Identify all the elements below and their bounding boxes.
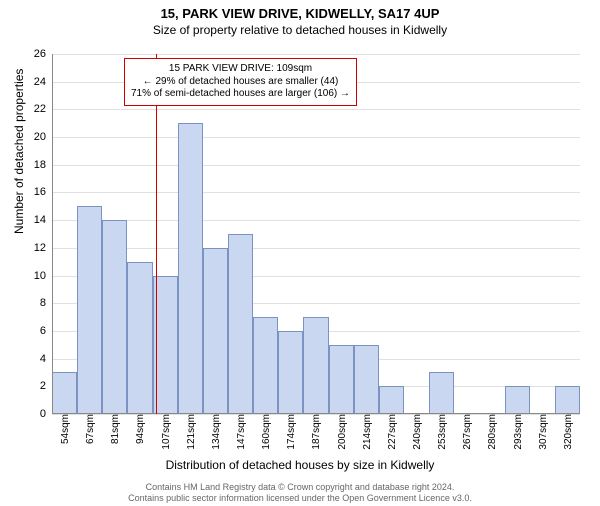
annotation-line-3: 71% of semi-detached houses are larger (…: [131, 88, 350, 101]
gridline: [52, 54, 580, 55]
annotation-box: 15 PARK VIEW DRIVE: 109sqm← 29% of detac…: [124, 58, 357, 106]
copyright-footer: Contains HM Land Registry data © Crown c…: [0, 482, 600, 504]
histogram-bar: [77, 206, 102, 414]
chart-subtitle: Size of property relative to detached ho…: [0, 23, 600, 37]
x-tick-label: 94sqm: [133, 414, 146, 444]
histogram-bar: [203, 248, 228, 414]
histogram-bar: [379, 386, 404, 414]
x-tick-label: 107sqm: [159, 414, 172, 450]
x-tick-label: 267sqm: [460, 414, 473, 450]
y-tick-label: 6: [40, 325, 52, 337]
x-tick-label: 293sqm: [511, 414, 524, 450]
x-tick-label: 160sqm: [259, 414, 272, 450]
x-axis-line: [52, 413, 580, 414]
y-tick-label: 0: [40, 408, 52, 420]
y-tick-label: 18: [34, 159, 52, 171]
x-tick-label: 174sqm: [284, 414, 297, 450]
x-tick-label: 253sqm: [435, 414, 448, 450]
histogram-bar: [555, 386, 580, 414]
y-axis-line: [52, 54, 53, 414]
y-tick-label: 10: [34, 270, 52, 282]
x-tick-label: 214sqm: [360, 414, 373, 450]
x-tick-label: 280sqm: [485, 414, 498, 450]
x-tick-label: 147sqm: [234, 414, 247, 450]
histogram-bar: [127, 262, 152, 414]
x-axis-label: Distribution of detached houses by size …: [0, 458, 600, 472]
x-tick-label: 240sqm: [410, 414, 423, 450]
histogram-bar: [253, 317, 278, 414]
y-tick-label: 14: [34, 214, 52, 226]
y-tick-label: 12: [34, 242, 52, 254]
y-tick-label: 26: [34, 48, 52, 60]
chart-plot-area: 0246810121416182022242654sqm67sqm81sqm94…: [52, 54, 580, 414]
reference-line: [156, 54, 157, 414]
x-tick-label: 320sqm: [561, 414, 574, 450]
y-axis-label: Number of detached properties: [12, 69, 26, 234]
gridline: [52, 248, 580, 249]
y-tick-label: 24: [34, 76, 52, 88]
gridline: [52, 220, 580, 221]
histogram-bar: [278, 331, 303, 414]
y-tick-label: 2: [40, 380, 52, 392]
gridline: [52, 109, 580, 110]
footer-line-2: Contains public sector information licen…: [0, 493, 600, 504]
histogram-bar: [178, 123, 203, 414]
y-tick-label: 16: [34, 186, 52, 198]
y-tick-label: 22: [34, 103, 52, 115]
x-tick-label: 54sqm: [58, 414, 71, 444]
gridline: [52, 165, 580, 166]
y-tick-label: 8: [40, 297, 52, 309]
annotation-line-1: 15 PARK VIEW DRIVE: 109sqm: [131, 63, 350, 76]
histogram-bar: [505, 386, 530, 414]
x-tick-label: 81sqm: [108, 414, 121, 444]
x-tick-label: 121sqm: [184, 414, 197, 450]
x-tick-label: 67sqm: [83, 414, 96, 444]
annotation-line-2: ← 29% of detached houses are smaller (44…: [131, 76, 350, 89]
histogram-bar: [52, 372, 77, 414]
histogram-bar: [228, 234, 253, 414]
x-tick-label: 187sqm: [309, 414, 322, 450]
gridline: [52, 137, 580, 138]
histogram-bar: [329, 345, 354, 414]
y-tick-label: 20: [34, 131, 52, 143]
x-tick-label: 200sqm: [335, 414, 348, 450]
histogram-bar: [429, 372, 454, 414]
y-tick-label: 4: [40, 353, 52, 365]
histogram-bar: [303, 317, 328, 414]
gridline: [52, 192, 580, 193]
histogram-bar: [102, 220, 127, 414]
x-tick-label: 134sqm: [209, 414, 222, 450]
x-tick-label: 227sqm: [385, 414, 398, 450]
chart-title: 15, PARK VIEW DRIVE, KIDWELLY, SA17 4UP: [0, 6, 600, 21]
histogram-bar: [354, 345, 379, 414]
x-tick-label: 307sqm: [536, 414, 549, 450]
footer-line-1: Contains HM Land Registry data © Crown c…: [0, 482, 600, 493]
